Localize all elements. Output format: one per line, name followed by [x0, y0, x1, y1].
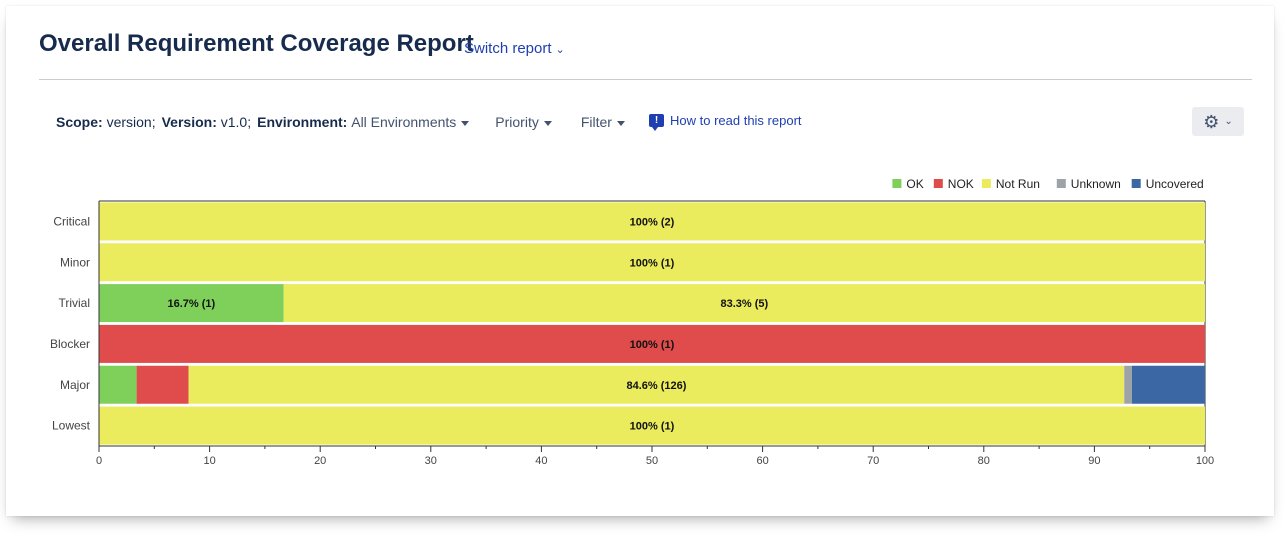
legend-label-nok[interactable]: NOK: [948, 177, 974, 191]
bar-trivial-ok[interactable]: [99, 284, 284, 323]
bar-minor-not-run[interactable]: [99, 243, 1205, 282]
x-tick-label: 60: [756, 455, 768, 467]
x-tick-label: 20: [314, 455, 326, 467]
version-label: Version:: [161, 114, 217, 130]
switch-report-label: Switch report: [464, 40, 552, 57]
settings-button[interactable]: ⚙ ⌄: [1192, 107, 1244, 136]
switch-report-dropdown[interactable]: Switch report ⌄: [464, 40, 565, 57]
environment-dropdown[interactable]: All Environments: [351, 114, 470, 130]
legend-label-not-run[interactable]: Not Run: [996, 177, 1040, 191]
legend-label-ok[interactable]: OK: [906, 177, 923, 191]
data-label: 100% (1): [630, 339, 675, 351]
chevron-down-icon: ⌄: [555, 43, 565, 56]
x-tick-label: 90: [1088, 455, 1100, 467]
x-tick-label: 30: [425, 455, 437, 467]
x-tick-label: 50: [646, 455, 658, 467]
chevron-down-icon: ⌄: [1224, 116, 1233, 127]
bar-major-not-run[interactable]: [188, 365, 1125, 404]
filter-dropdown[interactable]: Filter: [581, 114, 625, 130]
caret-down-icon: [543, 120, 552, 126]
legend-swatch-ok[interactable]: [892, 179, 902, 188]
legend-label-unknown[interactable]: Unknown: [1071, 177, 1121, 191]
how-to-read-link[interactable]: ! How to read this report: [649, 113, 802, 131]
report-toolbar: Scope: version; Version: v1.0; Environme…: [56, 113, 625, 131]
x-tick-label: 100: [1196, 455, 1214, 467]
bar-critical-not-run[interactable]: [99, 202, 1205, 241]
caret-down-icon: [461, 120, 470, 126]
category-label: Lowest: [52, 419, 91, 433]
bar-lowest-not-run[interactable]: [99, 406, 1205, 445]
category-label: Minor: [60, 255, 90, 269]
category-label: Major: [60, 378, 90, 392]
bar-major-uncovered[interactable]: [1132, 365, 1205, 404]
gear-icon: ⚙: [1203, 111, 1220, 132]
bar-blocker-nok[interactable]: [99, 324, 1205, 363]
bar-major-nok[interactable]: [136, 365, 189, 404]
scope-value: version;: [106, 114, 156, 130]
legend-swatch-unknown[interactable]: [1056, 179, 1066, 188]
legend-swatch-nok[interactable]: [933, 179, 943, 188]
environment-label: Environment:: [257, 114, 348, 130]
x-tick-label: 80: [978, 455, 990, 467]
scope-label: Scope:: [56, 114, 103, 130]
environment-value: All Environments: [351, 114, 457, 130]
category-label: Blocker: [50, 337, 90, 351]
bar-trivial-not-run[interactable]: [283, 284, 1205, 323]
category-label: Critical: [53, 214, 90, 228]
data-label: 16.7% (1): [167, 298, 215, 310]
priority-dropdown[interactable]: Priority: [495, 114, 552, 130]
x-tick-label: 0: [96, 455, 102, 467]
legend-swatch-not-run[interactable]: [981, 179, 991, 188]
data-label: 100% (1): [630, 257, 675, 269]
bar-major-ok[interactable]: [99, 365, 137, 404]
x-tick-label: 40: [535, 455, 547, 467]
data-label: 100% (1): [630, 421, 675, 433]
caret-down-icon: [616, 120, 625, 126]
header-divider: [39, 79, 1252, 80]
data-label: 100% (2): [630, 216, 675, 228]
how-to-read-label: How to read this report: [670, 113, 802, 128]
bar-major-unknown[interactable]: [1124, 365, 1133, 404]
data-label: 84.6% (126): [626, 380, 686, 392]
category-label: Trivial: [58, 296, 90, 310]
data-label: 83.3% (5): [720, 298, 768, 310]
legend-swatch-uncovered[interactable]: [1131, 179, 1141, 188]
x-tick-label: 10: [203, 455, 215, 467]
version-value: v1.0;: [220, 114, 252, 130]
page-title: Overall Requirement Coverage Report: [39, 30, 474, 57]
legend-label-uncovered[interactable]: Uncovered: [1146, 177, 1204, 191]
x-tick-label: 70: [867, 455, 879, 467]
help-comment-icon: !: [649, 114, 664, 131]
filter-label: Filter: [580, 114, 612, 130]
priority-label: Priority: [495, 114, 539, 130]
